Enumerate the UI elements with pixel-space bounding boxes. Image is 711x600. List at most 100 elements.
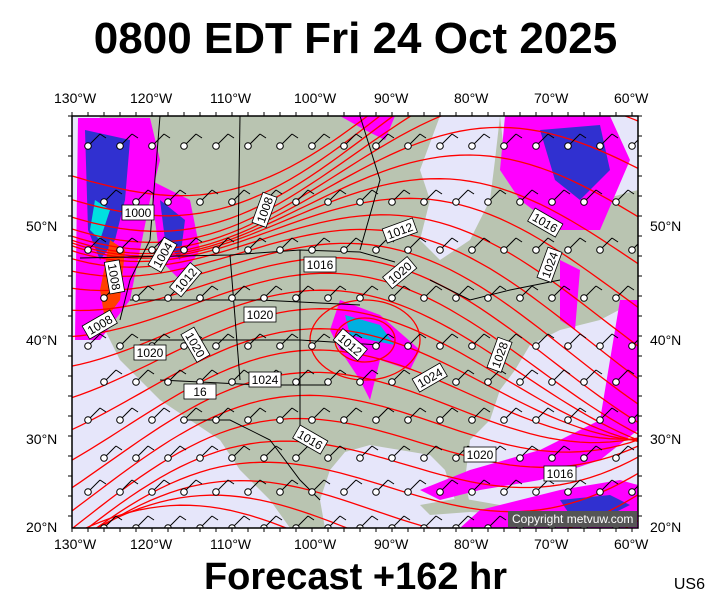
station-circle: [212, 488, 220, 496]
station-circle: [436, 142, 444, 150]
wind-barb: [563, 445, 571, 451]
isobar-line: [72, 228, 638, 380]
wind-barb: [115, 369, 123, 375]
wind-barb: [291, 479, 299, 485]
wind-barb: [371, 515, 379, 521]
isobar-line: [72, 242, 638, 405]
longitude-label: 70°W: [534, 90, 569, 106]
station-circle: [132, 454, 140, 462]
station-circle: [340, 142, 348, 150]
wind-barb: [499, 285, 507, 291]
station-circle: [580, 378, 588, 386]
station-circle: [372, 342, 380, 350]
station-circle: [356, 454, 364, 462]
station-circle: [244, 416, 252, 424]
wind-barb: [211, 189, 219, 195]
station-circle: [228, 294, 236, 302]
wind-barb: [579, 479, 587, 485]
station-circle: [548, 198, 556, 206]
wind-barb: [515, 237, 523, 243]
wind-barb: [275, 515, 283, 521]
wind-barb: [644, 480, 650, 484]
station-circle: [564, 342, 572, 350]
longitude-label: 70°W: [534, 536, 569, 552]
station-circle: [452, 524, 460, 528]
station-circle: [612, 454, 620, 462]
wind-barb: [147, 445, 155, 451]
station-circle: [452, 454, 460, 462]
wind-barb: [579, 333, 587, 339]
wind-barb: [371, 445, 379, 451]
isobar-label: 1020: [463, 446, 497, 463]
isobar-value: 1024: [252, 373, 279, 387]
station-circle: [436, 342, 444, 350]
station-circle: [276, 142, 284, 150]
isobar-line: [86, 440, 638, 528]
station-circle: [196, 454, 204, 462]
wind-barb: [355, 407, 363, 413]
isobar-value: 1016: [547, 467, 574, 481]
station-circle: [276, 246, 284, 254]
wind-barb: [595, 445, 603, 451]
station-circle: [548, 454, 556, 462]
station-circle: [100, 524, 108, 528]
wind-barb: [131, 237, 139, 243]
station-circle: [324, 294, 332, 302]
longitude-label: 100°W: [294, 536, 337, 552]
isobar-line: [72, 328, 638, 442]
wind-barb: [387, 133, 395, 139]
isobar-line: [72, 371, 638, 489]
longitude-label: 120°W: [130, 536, 173, 552]
longitude-label: 120°W: [130, 90, 173, 106]
station-circle: [276, 342, 284, 350]
station-circle: [452, 198, 460, 206]
station-circle: [420, 294, 428, 302]
station-circle: [212, 416, 220, 424]
station-circle: [628, 416, 636, 424]
longitude-label: 90°W: [374, 536, 409, 552]
station-circle: [372, 142, 380, 150]
station-circle: [612, 294, 620, 302]
station-circle: [404, 142, 412, 150]
wind-barb: [611, 333, 619, 339]
station-circle: [356, 294, 364, 302]
wind-barb: [387, 407, 395, 413]
wind-barb: [451, 479, 459, 485]
isobar-line: [72, 289, 638, 441]
station-circle: [148, 246, 156, 254]
wind-barb: [563, 369, 571, 375]
wind-barb: [339, 369, 347, 375]
station-circle: [340, 488, 348, 496]
wind-barb: [179, 369, 187, 375]
station-circle: [228, 198, 236, 206]
isobar-value: 1008: [105, 263, 123, 292]
wind-barb: [339, 189, 347, 195]
wind-barb: [579, 237, 587, 243]
isobar-label: 1016: [303, 256, 337, 273]
wind-barb: [467, 189, 475, 195]
wind-barb: [483, 133, 491, 139]
station-circle: [436, 246, 444, 254]
station-circle: [468, 246, 476, 254]
wind-barb: [147, 189, 155, 195]
station-circle: [468, 342, 476, 350]
station-circle: [548, 294, 556, 302]
station-circle: [180, 142, 188, 150]
wind-barb: [483, 333, 491, 339]
station-circle: [564, 142, 572, 150]
station-circle: [596, 342, 604, 350]
station-circle: [516, 454, 524, 462]
station-circle: [244, 488, 252, 496]
wind-barb: [403, 445, 411, 451]
wind-barb: [355, 237, 363, 243]
wind-barb: [259, 407, 267, 413]
wind-barb: [211, 515, 219, 521]
station-circle: [308, 142, 316, 150]
wind-barb: [243, 189, 251, 195]
station-circle: [628, 488, 636, 496]
station-circle: [580, 294, 588, 302]
region-code: US6: [673, 576, 705, 593]
station-circle: [596, 142, 604, 150]
wind-barb: [307, 285, 315, 291]
wind-barb: [99, 407, 107, 413]
